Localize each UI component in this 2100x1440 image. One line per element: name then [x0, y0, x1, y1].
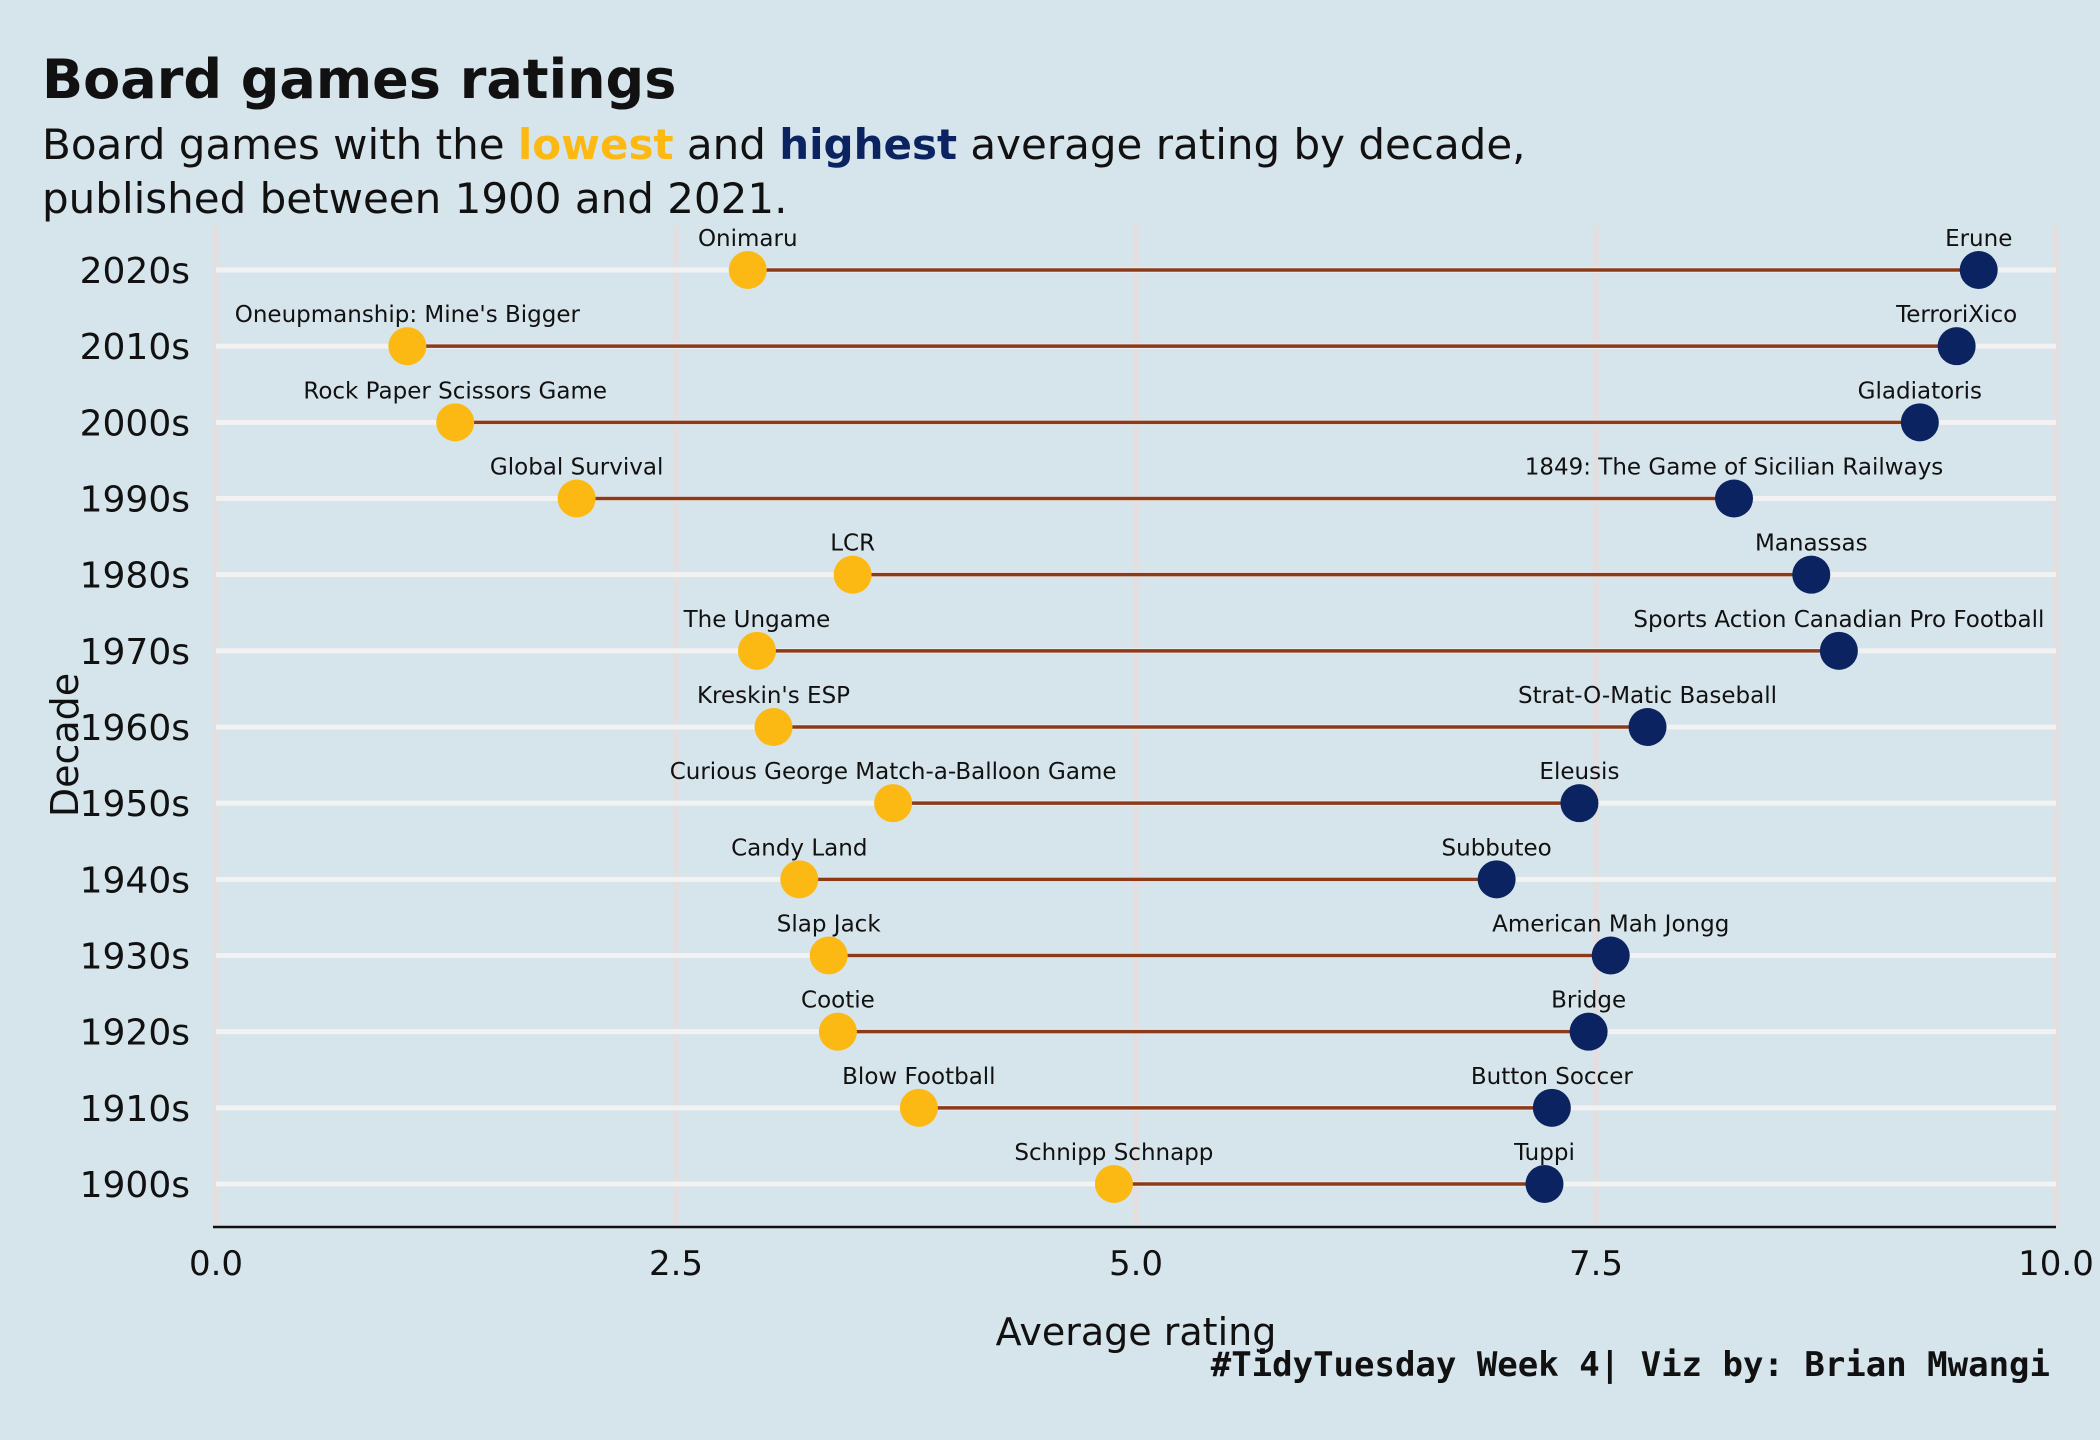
- highest-game-label: American Mah Jongg: [1492, 912, 1729, 938]
- highest-game-label: 1849: The Game of Sicilian Railways: [1525, 455, 1944, 481]
- highest-point: [1937, 327, 1976, 366]
- highest-point: [1560, 784, 1599, 823]
- y-tick-label: 1900s: [80, 1165, 190, 1206]
- subtitle-line2: published between 1900 and 2021.: [42, 174, 788, 223]
- lowest-game-label: Schnipp Schnapp: [1014, 1140, 1213, 1166]
- lowest-game-label: Blow Football: [842, 1064, 995, 1090]
- highest-game-label: Eleusis: [1539, 759, 1619, 785]
- highest-point: [1525, 1165, 1564, 1203]
- highest-point: [1569, 1012, 1608, 1051]
- lowest-point: [754, 708, 793, 746]
- x-tick-label: 2.5: [649, 1244, 703, 1284]
- lowest-point: [809, 936, 848, 975]
- chart-subtitle: Board games with the lowest and highest …: [42, 118, 1526, 226]
- highest-game-label: Button Soccer: [1471, 1064, 1633, 1090]
- y-tick-label: 1940s: [80, 860, 190, 901]
- lowest-game-label: Kreskin's ESP: [697, 683, 850, 709]
- highest-point: [1532, 1088, 1571, 1127]
- lowest-game-label: Oneupmanship: Mine's Bigger: [235, 302, 581, 328]
- labels-layer: Onimaru Erune Oneupmanship: Mine's Bigger T…: [235, 226, 2045, 1166]
- highest-game-label: Strat-O-Matic Baseball: [1518, 683, 1777, 709]
- y-tick-label: 1980s: [80, 556, 190, 597]
- lowest-game-label: Rock Paper Scissors Game: [303, 378, 607, 404]
- highest-point: [1591, 936, 1630, 975]
- subtitle-lowest: lowest: [517, 120, 674, 169]
- y-tick-label: 2000s: [80, 403, 190, 444]
- subtitle-highest: highest: [779, 120, 958, 169]
- lowest-point: [818, 1012, 857, 1051]
- lowest-point: [728, 251, 767, 289]
- highest-point: [1715, 479, 1753, 518]
- x-tick-label: 0.0: [189, 1244, 243, 1284]
- lowest-point: [1094, 1165, 1133, 1203]
- highest-game-label: Erune: [1945, 226, 2012, 252]
- subtitle-suffix: average rating by decade,: [957, 120, 1526, 169]
- lowest-point: [557, 479, 596, 518]
- highest-point: [1819, 631, 1858, 670]
- highest-point: [1900, 403, 1939, 442]
- x-tick-label: 5.0: [1109, 1244, 1163, 1284]
- lowest-point: [388, 327, 427, 366]
- lowest-point: [436, 403, 475, 442]
- y-tick-label: 1990s: [80, 480, 190, 521]
- lowest-game-label: The Ungame: [683, 607, 831, 633]
- highest-game-label: Manassas: [1755, 531, 1868, 557]
- x-tick-label: 7.5: [1569, 1244, 1623, 1284]
- x-axis-title: Average rating: [996, 1310, 1277, 1354]
- y-tick-label: 2010s: [80, 327, 190, 368]
- lowest-point: [874, 784, 913, 823]
- y-tick-label: 1910s: [80, 1089, 190, 1130]
- lowest-game-label: Curious George Match-a-Balloon Game: [670, 759, 1117, 785]
- lowest-point: [833, 555, 872, 594]
- lowest-game-label: Onimaru: [698, 226, 798, 252]
- x-tick-label: 10.0: [2018, 1244, 2094, 1284]
- highest-point: [1959, 251, 1998, 289]
- lowest-game-label: LCR: [830, 531, 875, 557]
- y-tick-label: 1930s: [80, 937, 190, 978]
- highest-game-label: Bridge: [1551, 988, 1626, 1014]
- subtitle-middle: and: [673, 120, 780, 169]
- lowest-game-label: Candy Land: [731, 835, 867, 861]
- lowest-game-label: Global Survival: [490, 455, 663, 481]
- marks-layer: [388, 251, 1998, 1203]
- lowest-point: [899, 1088, 938, 1127]
- y-tick-label: 1970s: [80, 632, 190, 673]
- highest-point: [1477, 860, 1516, 899]
- highest-game-label: Subbuteo: [1442, 835, 1552, 861]
- highest-game-label: Tuppi: [1513, 1140, 1575, 1166]
- y-tick-label: 2020s: [80, 251, 190, 292]
- chart-title: Board games ratings: [42, 48, 677, 111]
- highest-point: [1792, 555, 1831, 594]
- y-axis-title: Decade: [43, 673, 87, 817]
- highest-game-label: Gladiatoris: [1858, 378, 1982, 404]
- highest-game-label: Sports Action Canadian Pro Football: [1633, 607, 2044, 633]
- caption: #TidyTuesday Week 4| Viz by: Brian Mwang…: [1210, 1345, 2050, 1385]
- highest-game-label: TerroriXico: [1895, 302, 2017, 328]
- lowest-game-label: Slap Jack: [777, 912, 882, 938]
- y-tick-label: 1920s: [80, 1013, 190, 1054]
- y-tick-label: 1960s: [80, 708, 190, 749]
- lowest-point: [737, 631, 776, 670]
- highest-point: [1628, 708, 1667, 746]
- y-tick-label: 1950s: [80, 784, 190, 825]
- lowest-game-label: Cootie: [801, 988, 875, 1014]
- axis-layer: 0.0 2.5 5.0 7.5 10.0 2020s 2010s 2000s 1990s 1980…: [80, 251, 2094, 1284]
- subtitle-prefix: Board games with the: [42, 120, 518, 169]
- lowest-point: [780, 860, 819, 899]
